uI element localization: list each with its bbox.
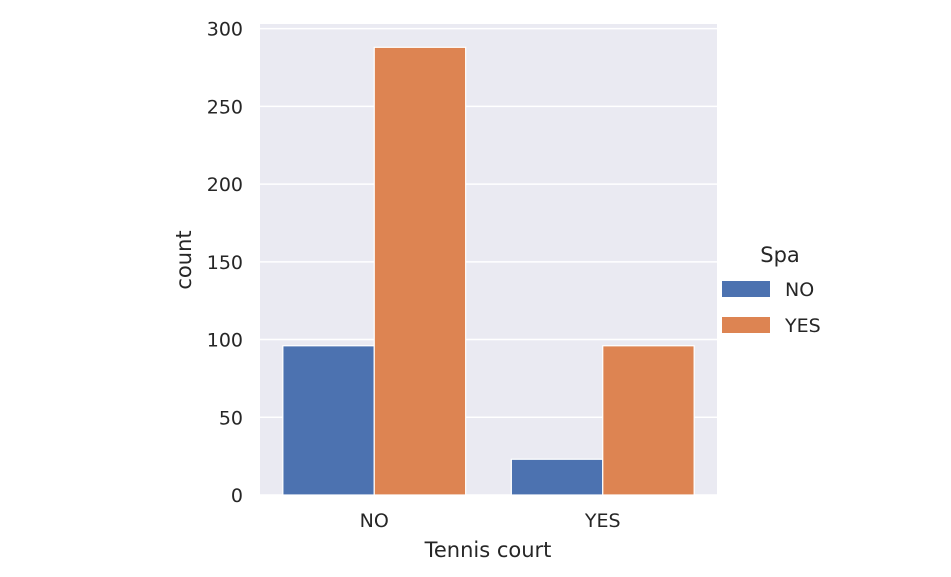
legend-label: NO [785,279,814,301]
x-tick-labels: NO YES [360,510,621,532]
y-tick-label: 150 [207,252,243,274]
legend-swatch [722,317,770,333]
bar-yes-no [510,458,604,496]
y-tick-label: 100 [207,330,243,352]
bars [282,46,695,496]
y-tick-label: 0 [231,485,243,507]
x-tick-label: YES [584,510,621,532]
bar-yes-yes [602,345,695,496]
bar-no-no [282,345,375,496]
y-tick-label: 50 [219,407,243,429]
x-tick-label: NO [360,510,389,532]
legend-swatch [722,281,770,297]
y-tick-label: 200 [207,174,243,196]
x-axis-label: Tennis court [424,538,552,562]
y-axis-label: count [172,230,196,289]
y-tick-label: 250 [207,96,243,118]
legend-title: Spa [760,243,800,267]
y-tick-labels: 0 50 100 150 200 250 300 [207,19,243,507]
legend-label: YES [784,315,821,337]
legend: Spa NO YES [722,243,821,337]
y-tick-label: 300 [207,19,243,41]
bar-no-yes [373,46,467,496]
